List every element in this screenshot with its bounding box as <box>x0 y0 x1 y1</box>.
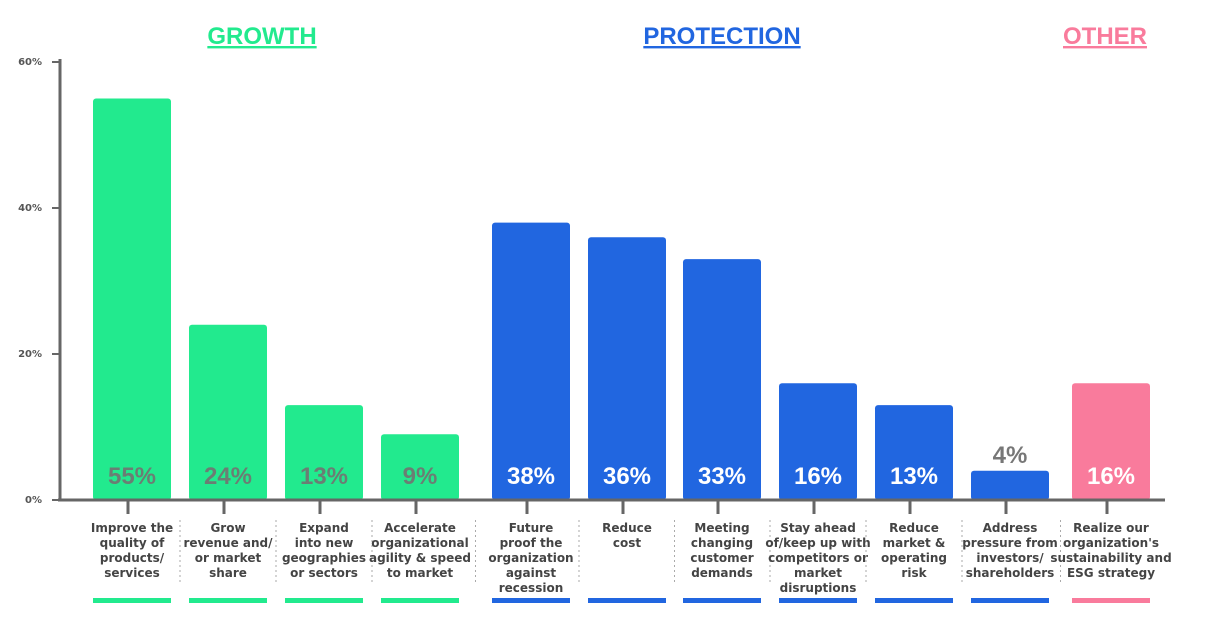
category-label: Address pressure from investors/shareholde… <box>962 521 1058 580</box>
group-underline <box>779 598 857 603</box>
group-underline <box>93 598 171 603</box>
category-labels: Improve the quality of products/servicesGr… <box>91 520 1172 595</box>
group-titles: GROWTH PROTECTION OTHER <box>207 23 1147 50</box>
group-underline <box>189 598 267 603</box>
group-title-other: OTHER <box>1063 23 1147 50</box>
group-underlines <box>93 598 1150 603</box>
group-underline <box>971 598 1049 603</box>
y-tick-label: 20% <box>18 349 42 360</box>
y-tick-label: 40% <box>18 203 42 214</box>
x-axis <box>58 498 1165 514</box>
category-label: Accelerate organizational agility & speed t… <box>369 521 471 580</box>
bar <box>588 237 666 500</box>
category-label: Expand into new geographies or sectors <box>282 521 366 580</box>
bar <box>875 405 953 500</box>
category-label: Future proof the organization against recess… <box>488 521 573 595</box>
y-tick-label: 60% <box>18 57 42 68</box>
category-label: Reduce market & operating risk <box>881 521 947 580</box>
category-label: Improve the quality of products/services <box>91 521 173 580</box>
bar <box>1072 383 1150 500</box>
group-underline <box>285 598 363 603</box>
bars: 55% 24% 13% 9% 38% 36% 33% 16% 13% 4% 16% <box>93 98 1150 500</box>
bar-value-label: 38% <box>507 463 555 490</box>
bar-value-label: 16% <box>794 463 842 490</box>
bar-value-label: 36% <box>603 463 651 490</box>
bar <box>381 434 459 500</box>
bar-value-label: 24% <box>204 463 252 490</box>
bar-value-label: 55% <box>108 463 156 490</box>
bar-value-label: 13% <box>890 463 938 490</box>
bar <box>971 470 1049 500</box>
category-label: Reduce cost <box>602 521 652 550</box>
group-underline <box>588 598 666 603</box>
bar <box>93 98 171 500</box>
bar-value-label: 4% <box>993 442 1028 469</box>
bar-value-label: 33% <box>698 463 746 490</box>
category-label: Grow revenue and/or market share <box>183 521 273 580</box>
bar-value-label: 13% <box>300 463 348 490</box>
group-title-protection: PROTECTION <box>643 23 800 50</box>
y-axis: 0% 20% 40% 60% <box>18 57 62 506</box>
bar <box>189 324 267 500</box>
bar <box>779 383 857 500</box>
group-underline <box>381 598 459 603</box>
bar <box>492 222 570 500</box>
bar <box>285 405 363 500</box>
bar-value-label: 9% <box>403 463 438 490</box>
group-underline <box>492 598 570 603</box>
category-label: Stay ahead of/keep up with competitors or m… <box>765 521 870 595</box>
y-tick-label: 0% <box>25 495 42 506</box>
group-underline <box>683 598 761 603</box>
category-label: Meeting changing customer demands <box>690 521 753 580</box>
bar <box>683 259 761 500</box>
group-underline <box>1072 598 1150 603</box>
category-label: Realize our organization's sustainability … <box>1050 521 1171 580</box>
group-title-growth: GROWTH <box>207 23 316 50</box>
bar-value-label: 16% <box>1087 463 1135 490</box>
group-underline <box>875 598 953 603</box>
